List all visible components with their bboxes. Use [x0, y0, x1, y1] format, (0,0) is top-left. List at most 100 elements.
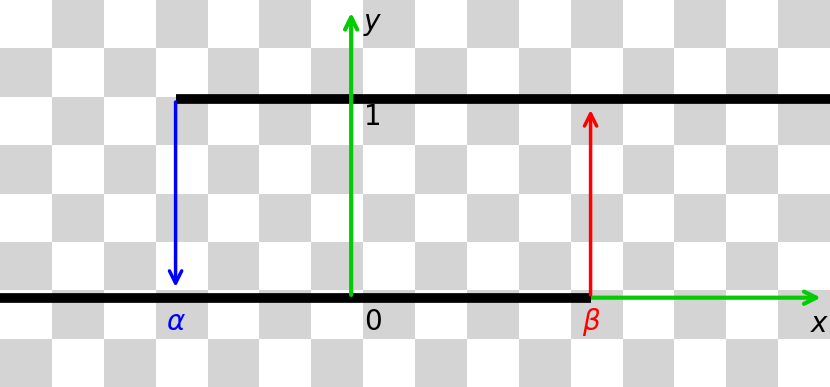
Bar [778, 145, 830, 194]
Bar [156, 0, 208, 48]
Bar [519, 145, 570, 194]
Bar [778, 194, 830, 242]
Bar [51, 290, 104, 339]
Bar [51, 0, 104, 48]
Bar [519, 339, 570, 387]
Bar [0, 145, 51, 194]
Bar [675, 48, 726, 97]
Bar [0, 97, 51, 145]
Bar [415, 145, 466, 194]
Bar [51, 48, 104, 97]
Bar [259, 242, 311, 290]
Bar [0, 0, 51, 48]
Bar [622, 194, 674, 242]
Bar [363, 290, 415, 339]
Text: β: β [582, 308, 599, 336]
Text: α: α [167, 308, 185, 336]
Bar [0, 290, 51, 339]
Bar [726, 242, 778, 290]
Bar [0, 339, 51, 387]
Bar [519, 194, 570, 242]
Bar [778, 0, 830, 48]
Bar [51, 145, 104, 194]
Text: 0: 0 [364, 308, 382, 336]
Bar [726, 48, 778, 97]
Bar [311, 48, 364, 97]
Bar [156, 48, 208, 97]
Bar [104, 145, 155, 194]
Bar [208, 194, 259, 242]
Bar [675, 97, 726, 145]
Bar [156, 242, 208, 290]
Bar [415, 97, 466, 145]
Bar [622, 0, 674, 48]
Bar [104, 339, 155, 387]
Bar [259, 194, 311, 242]
Bar [104, 48, 155, 97]
Bar [466, 339, 519, 387]
Bar [259, 97, 311, 145]
Bar [778, 48, 830, 97]
Bar [104, 290, 155, 339]
Bar [415, 48, 466, 97]
Bar [570, 97, 622, 145]
Bar [778, 242, 830, 290]
Bar [726, 97, 778, 145]
Bar [415, 339, 466, 387]
Bar [104, 0, 155, 48]
Bar [778, 290, 830, 339]
Bar [363, 242, 415, 290]
Text: x: x [810, 310, 827, 337]
Bar [675, 242, 726, 290]
Bar [363, 48, 415, 97]
Bar [208, 339, 259, 387]
Bar [104, 242, 155, 290]
Bar [363, 145, 415, 194]
Bar [675, 194, 726, 242]
Bar [156, 290, 208, 339]
Bar [519, 48, 570, 97]
Bar [570, 194, 622, 242]
Bar [0, 194, 51, 242]
Bar [311, 97, 364, 145]
Bar [622, 97, 674, 145]
Text: y: y [364, 8, 380, 36]
Bar [51, 242, 104, 290]
Bar [156, 194, 208, 242]
Bar [570, 48, 622, 97]
Bar [466, 194, 519, 242]
Bar [726, 0, 778, 48]
Bar [363, 97, 415, 145]
Bar [259, 48, 311, 97]
Bar [519, 290, 570, 339]
Bar [570, 0, 622, 48]
Bar [311, 290, 364, 339]
Bar [622, 145, 674, 194]
Bar [778, 97, 830, 145]
Bar [51, 194, 104, 242]
Bar [415, 290, 466, 339]
Bar [519, 97, 570, 145]
Text: 1: 1 [364, 103, 382, 131]
Bar [726, 339, 778, 387]
Bar [519, 242, 570, 290]
Bar [208, 242, 259, 290]
Bar [415, 242, 466, 290]
Bar [675, 290, 726, 339]
Bar [0, 48, 51, 97]
Bar [104, 97, 155, 145]
Bar [570, 145, 622, 194]
Bar [363, 0, 415, 48]
Bar [208, 290, 259, 339]
Bar [208, 97, 259, 145]
Bar [259, 145, 311, 194]
Bar [156, 97, 208, 145]
Bar [622, 242, 674, 290]
Bar [104, 194, 155, 242]
Bar [311, 339, 364, 387]
Bar [570, 339, 622, 387]
Bar [622, 290, 674, 339]
Bar [415, 194, 466, 242]
Bar [311, 145, 364, 194]
Bar [208, 145, 259, 194]
